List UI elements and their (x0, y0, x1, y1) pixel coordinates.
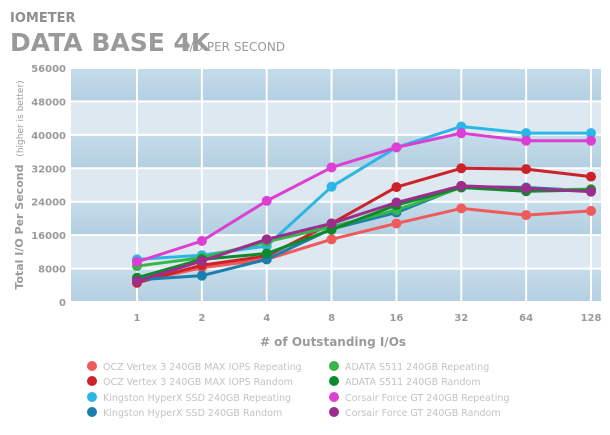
legend-label: Corsair Force GT 240GB Repeating (345, 393, 509, 404)
legend: OCZ Vertex 3 240GB MAX IOPS Repeating OCZ… (87, 361, 509, 419)
x-tick-label: 64 (519, 313, 533, 324)
legend-marker (87, 376, 97, 386)
data-point (261, 234, 272, 245)
x-tick-label: 128 (581, 313, 602, 324)
x-axis-title: # of Outstanding I/Os (260, 335, 406, 349)
data-point (326, 162, 337, 173)
legend-label: Kingston HyperX SSD 240GB Random (103, 408, 282, 419)
brand-label: IOMETER (10, 11, 75, 26)
legend-label: Kingston HyperX SSD 240GB Repeating (103, 393, 291, 404)
x-tick-label: 8 (328, 313, 335, 324)
y-tick-label: 8000 (38, 265, 66, 276)
data-point (391, 142, 402, 153)
data-point (586, 128, 596, 139)
legend-item: Corsair Force GT 240GB Random (329, 407, 501, 419)
grid-band (70, 101, 601, 135)
y-axis-title-note: (higher is better) (16, 80, 26, 156)
y-tick-label: 32000 (31, 164, 66, 175)
series-line (136, 131, 591, 264)
legend-marker (329, 407, 339, 417)
data-point (132, 276, 142, 287)
series-line (136, 184, 592, 283)
y-axis-title: Total I/O Per Second (higher is better) (13, 80, 26, 289)
y-tick-label: 16000 (31, 231, 66, 242)
legend-marker (329, 392, 339, 402)
y-tick-label: 56000 (31, 64, 66, 75)
legend-item: Kingston HyperX SSD 240GB Repeating (87, 392, 291, 404)
x-axis-ticks: 1 2 4 8 16 32 64 128 (134, 313, 602, 324)
data-point (586, 186, 596, 197)
data-point (196, 270, 207, 281)
series-7 (132, 128, 596, 267)
legend-marker (87, 361, 97, 371)
grid-band (70, 68, 601, 102)
data-point (586, 135, 596, 146)
legend-item: Corsair Force GT 240GB Repeating (329, 392, 509, 404)
page-subtitle: I/O PER SECOND (186, 40, 285, 54)
data-point (326, 181, 337, 192)
legend-label: ADATA S511 240GB Repeating (345, 362, 489, 373)
data-point (521, 135, 532, 146)
y-tick-label: 0 (59, 298, 66, 309)
series-layer (132, 121, 596, 288)
page-title: DATA BASE 4K (10, 28, 212, 57)
legend-marker (329, 361, 339, 371)
data-point (456, 203, 467, 214)
data-point (521, 210, 532, 221)
legend-label: Corsair Force GT 240GB Random (345, 408, 501, 419)
legend-label: ADATA S511 240GB Random (345, 377, 481, 388)
x-tick-label: 1 (134, 313, 141, 324)
y-axis-title-text: Total I/O Per Second (13, 165, 26, 290)
legend-marker (87, 392, 97, 402)
data-point (586, 205, 596, 216)
legend-item: Kingston HyperX SSD 240GB Random (87, 407, 282, 419)
legend-marker (87, 407, 97, 417)
data-point (391, 197, 402, 208)
data-point (391, 218, 402, 229)
legend-marker (329, 376, 339, 386)
data-point (521, 128, 532, 139)
series-line (136, 206, 592, 284)
x-tick-label: 2 (198, 313, 205, 324)
data-point (456, 128, 467, 139)
data-point (196, 256, 207, 267)
legend-item: OCZ Vertex 3 240GB MAX IOPS Repeating (87, 361, 302, 373)
x-tick-label: 4 (263, 313, 270, 324)
data-point (521, 183, 532, 194)
x-tick-label: 32 (454, 313, 468, 324)
data-point (132, 256, 142, 267)
series-8 (132, 180, 596, 287)
legend-item: OCZ Vertex 3 240GB MAX IOPS Random (87, 376, 293, 388)
data-point (326, 234, 337, 245)
data-point (586, 171, 596, 182)
data-point (456, 163, 467, 174)
legend-label: OCZ Vertex 3 240GB MAX IOPS Random (103, 377, 293, 388)
y-tick-label: 24000 (31, 198, 66, 209)
data-point (261, 195, 272, 206)
data-point (456, 180, 467, 191)
data-point (391, 182, 402, 193)
data-point (521, 164, 532, 175)
legend-label: OCZ Vertex 3 240GB MAX IOPS Repeating (103, 362, 302, 373)
y-tick-label: 40000 (31, 131, 66, 142)
data-point (261, 248, 272, 259)
y-tick-label: 48000 (31, 97, 66, 108)
series-line (136, 166, 592, 285)
data-point (326, 218, 337, 229)
x-tick-label: 16 (389, 313, 403, 324)
data-point (196, 235, 207, 246)
y-axis-ticks: 0 8000 16000 24000 32000 40000 48000 56000 (31, 64, 66, 309)
legend-item: ADATA S511 240GB Random (329, 376, 481, 388)
legend-item: ADATA S511 240GB Repeating (329, 361, 489, 373)
